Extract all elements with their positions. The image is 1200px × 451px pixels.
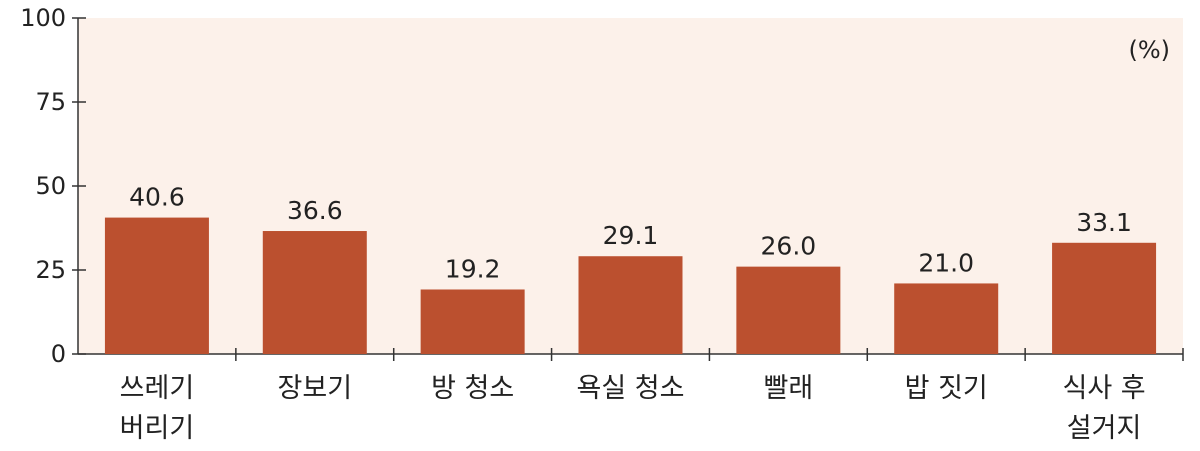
bar [894,283,999,354]
bar [104,217,209,354]
value-label: 21.0 [918,248,974,277]
value-label: 33.1 [1076,208,1132,237]
value-labels: 40.6 36.6 19.2 29.1 26.0 21.0 33.1 [129,183,1132,284]
value-label: 36.6 [287,196,343,225]
category-label: 욕실 청소 [577,373,685,404]
bar [420,289,525,354]
y-tick-label: 75 [35,88,66,116]
y-axis: 0 25 50 75 100 [20,4,86,368]
category-label: 방 청소 [431,373,514,404]
bar [262,231,367,354]
y-tick-label: 50 [35,172,66,200]
category-label: 장보기 [278,373,353,404]
y-tick-label: 100 [20,4,66,32]
y-tick-label: 0 [51,340,66,368]
value-label: 40.6 [129,183,185,212]
category-label: 밥 짓기 [905,373,988,404]
category-labels: 쓰레기 버리기 장보기 방 청소 욕실 청소 빨래 밥 짓기 식사 후 설거지 [120,373,1146,444]
value-label: 29.1 [603,221,659,250]
bars [104,217,1157,354]
unit-label: (%) [1128,36,1170,64]
bar [1052,242,1157,354]
category-label: 식사 후 설거지 [1063,373,1146,444]
bar [736,266,841,354]
value-label: 19.2 [445,254,501,283]
value-label: 26.0 [761,232,817,261]
y-tick-label: 25 [35,256,66,284]
category-label: 빨래 [764,373,814,404]
bar [578,256,683,354]
category-label: 쓰레기 버리기 [120,373,195,444]
